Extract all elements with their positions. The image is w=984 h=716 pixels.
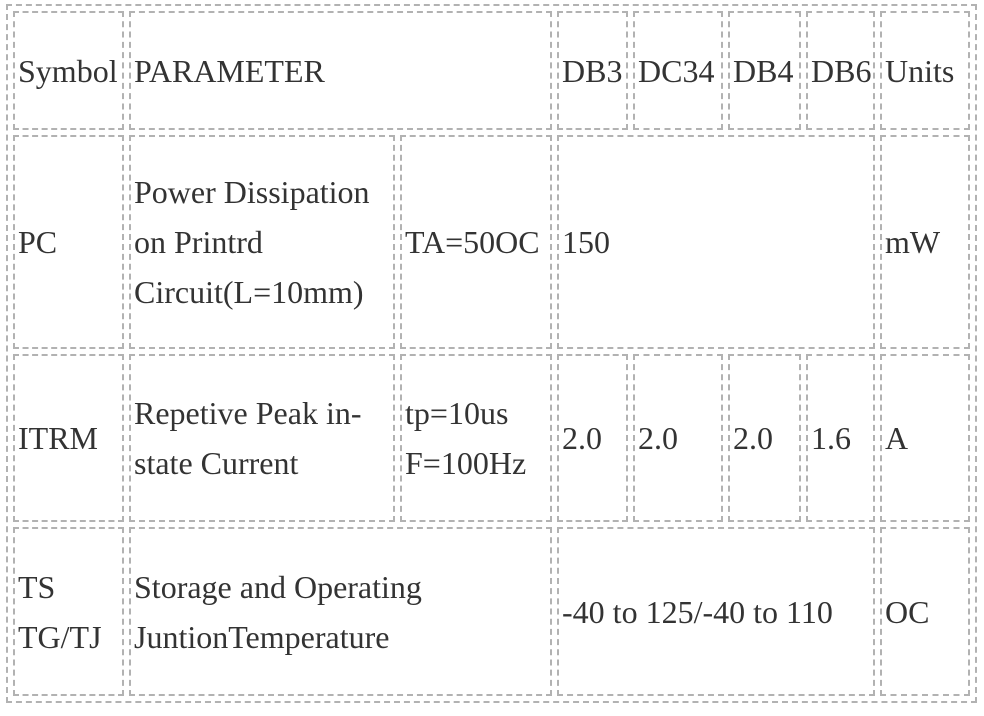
cell-pc-value: 150 [557, 135, 876, 349]
table-row-pc: PC Power Dissipation on Printrd Circuit(… [13, 135, 971, 349]
cell-itrm-symbol: ITRM [13, 354, 124, 522]
cell-itrm-dc34: 2.0 [633, 354, 724, 522]
header-cell-db6: DB6 [806, 11, 876, 130]
cell-ts-parameter: Storage and Operating JuntionTemperature [129, 527, 553, 696]
header-cell-parameter: PARAMETER [129, 11, 553, 130]
cell-itrm-db6: 1.6 [806, 354, 876, 522]
cell-itrm-db4: 2.0 [728, 354, 802, 522]
cell-pc-conditions: TA=50OC [400, 135, 553, 349]
header-cell-units: Units [880, 11, 971, 130]
cell-pc-symbol: PC [13, 135, 124, 349]
header-cell-symbol: Symbol [13, 11, 124, 130]
header-row: Symbol PARAMETER DB3 DC34 DB4 DB6 Units [13, 11, 971, 130]
table-row-ts: TS TG/TJ Storage and Operating JuntionTe… [13, 527, 971, 696]
spec-table: Symbol PARAMETER DB3 DC34 DB4 DB6 Units … [6, 4, 978, 703]
header-cell-db3: DB3 [557, 11, 629, 130]
table-row-itrm: ITRM Repetive Peak in- state Current tp=… [13, 354, 971, 522]
cell-ts-units: OC [880, 527, 971, 696]
cell-ts-value: -40 to 125/-40 to 110 [557, 527, 876, 696]
cell-itrm-units: A [880, 354, 971, 522]
cell-pc-parameter: Power Dissipation on Printrd Circuit(L=1… [129, 135, 395, 349]
header-cell-dc34: DC34 [633, 11, 724, 130]
header-cell-db4: DB4 [728, 11, 802, 130]
cell-itrm-db3: 2.0 [557, 354, 629, 522]
cell-pc-units: mW [880, 135, 971, 349]
cell-ts-symbol: TS TG/TJ [13, 527, 124, 696]
cell-itrm-conditions: tp=10us F=100Hz [400, 354, 553, 522]
cell-itrm-parameter: Repetive Peak in- state Current [129, 354, 395, 522]
